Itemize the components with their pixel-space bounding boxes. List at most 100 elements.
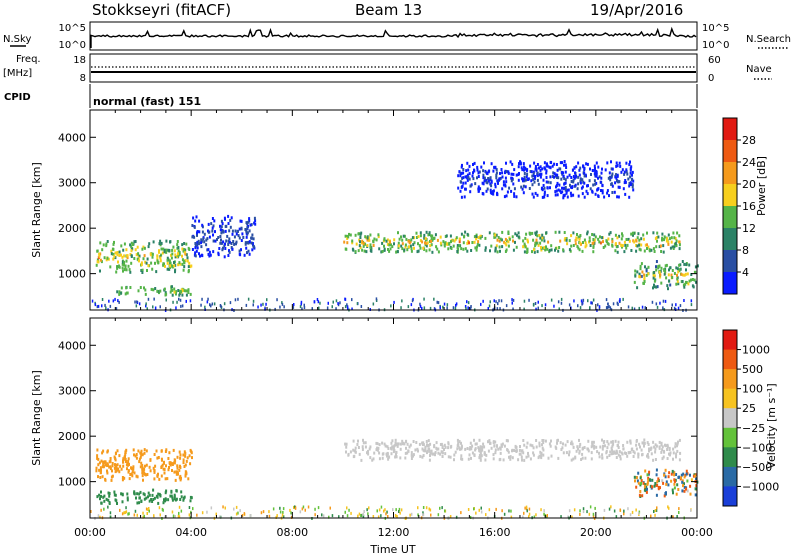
velocity-scatter-cell [568,509,571,513]
velocity-scatter-cell [366,508,368,512]
power-echo-cell [532,195,535,199]
velocity-echo-cell [456,447,459,451]
power-echo-cell [368,238,371,242]
velocity-echo-cell [471,444,474,448]
power-echo-cell [522,239,525,243]
power-echo-cell [160,253,163,257]
power-echo-cell [644,243,647,247]
velocity-echo-cell [99,497,101,501]
velocity-echo-cell [570,442,572,446]
velocity-echo-cell [153,453,156,456]
power-echo-cell [545,164,548,168]
power-echo-cell [483,161,485,165]
power-echo-cell [630,178,633,181]
power-echo-cell [499,237,502,241]
power-echo-cell [436,247,439,251]
power-echo-cell [173,290,176,294]
colorbar-tick-label: −500 [742,461,772,474]
power-echo-cell [183,260,186,264]
velocity-echo-cell [685,469,688,473]
power-echo-cell [656,239,658,243]
velocity-echo-cell [121,476,124,479]
power-scatter-cell [346,305,349,309]
power-echo-cell [214,239,217,243]
velocity-echo-cell [113,455,116,459]
power-echo-cell [536,174,539,178]
velocity-scatter-cell [650,514,652,518]
velocity-echo-cell [153,470,156,474]
velocity-scatter-cell [328,515,330,519]
power-echo-cell [531,174,534,178]
power-echo-cell [168,267,171,271]
velocity-echo-cell [649,447,652,451]
velocity-scatter-cell [417,513,419,517]
velocity-scatter-cell [608,507,611,511]
velocity-echo-cell [683,482,685,486]
power-echo-cell [586,232,589,236]
power-echo-cell [631,185,634,189]
power-echo-cell [624,180,627,184]
power-echo-cell [564,186,567,189]
velocity-scatter-cell [279,510,282,514]
power-echo-cell [361,248,364,252]
power-echo-cell [597,187,600,191]
power-echo-cell [144,288,147,292]
power-echo-cell [187,269,190,272]
velocity-echo-cell [175,489,178,493]
velocity-scatter-cell [398,510,400,513]
power-echo-cell [623,240,626,244]
power-echo-cell [473,240,476,244]
power-echo-cell [172,245,175,249]
power-echo-cell [151,255,154,259]
power-echo-cell [504,184,507,188]
power-echo-cell [683,273,686,277]
velocity-scatter-cell [210,506,213,510]
power-scatter-cell [252,303,254,307]
velocity-scatter-cell [177,514,180,518]
power-echo-cell [470,249,473,252]
velocity-echo-cell [557,456,560,460]
power-echo-cell [652,273,655,277]
power-echo-cell [182,268,185,272]
power-echo-cell [125,286,128,290]
velocity-scatter-cell [588,512,591,516]
velocity-echo-cell [540,456,543,460]
velocity-echo-cell [537,456,540,460]
velocity-echo-cell [189,499,192,503]
power-echo-cell [230,246,233,249]
velocity-scatter-cell [525,505,528,509]
power-echo-cell [615,245,618,249]
velocity-echo-cell [405,446,407,450]
velocity-echo-cell [645,490,648,494]
velocity-scatter-cell [317,506,320,510]
power-echo-cell [569,183,571,187]
power-echo-cell [252,237,255,241]
velocity-echo-cell [164,499,166,503]
velocity-echo-cell [390,447,393,451]
power-echo-cell [466,232,469,236]
power-echo-cell [479,234,482,238]
power-echo-cell [607,242,610,246]
power-scatter-cell [293,303,295,306]
power-echo-cell [586,192,589,196]
power-echo-cell [176,243,179,247]
power-echo-cell [169,264,172,268]
power-echo-cell [668,237,671,241]
power-echo-cell [591,169,594,172]
power-echo-cell [210,222,213,226]
power-echo-cell [572,193,575,197]
power-echo-cell [139,286,142,289]
power-echo-cell [386,238,389,242]
power-echo-cell [595,174,598,178]
power-echo-cell [482,176,485,180]
velocity-echo-cell [96,448,99,452]
power-scatter-cell [495,300,497,304]
power-echo-cell [460,165,463,169]
power-echo-cell [521,187,524,191]
power-echo-cell [156,257,159,261]
power-echo-cell [695,280,697,284]
velocity-echo-cell [167,468,170,472]
power-scatter-cell [523,299,526,303]
velocity-echo-cell [441,446,444,449]
power-echo-cell [656,231,659,235]
